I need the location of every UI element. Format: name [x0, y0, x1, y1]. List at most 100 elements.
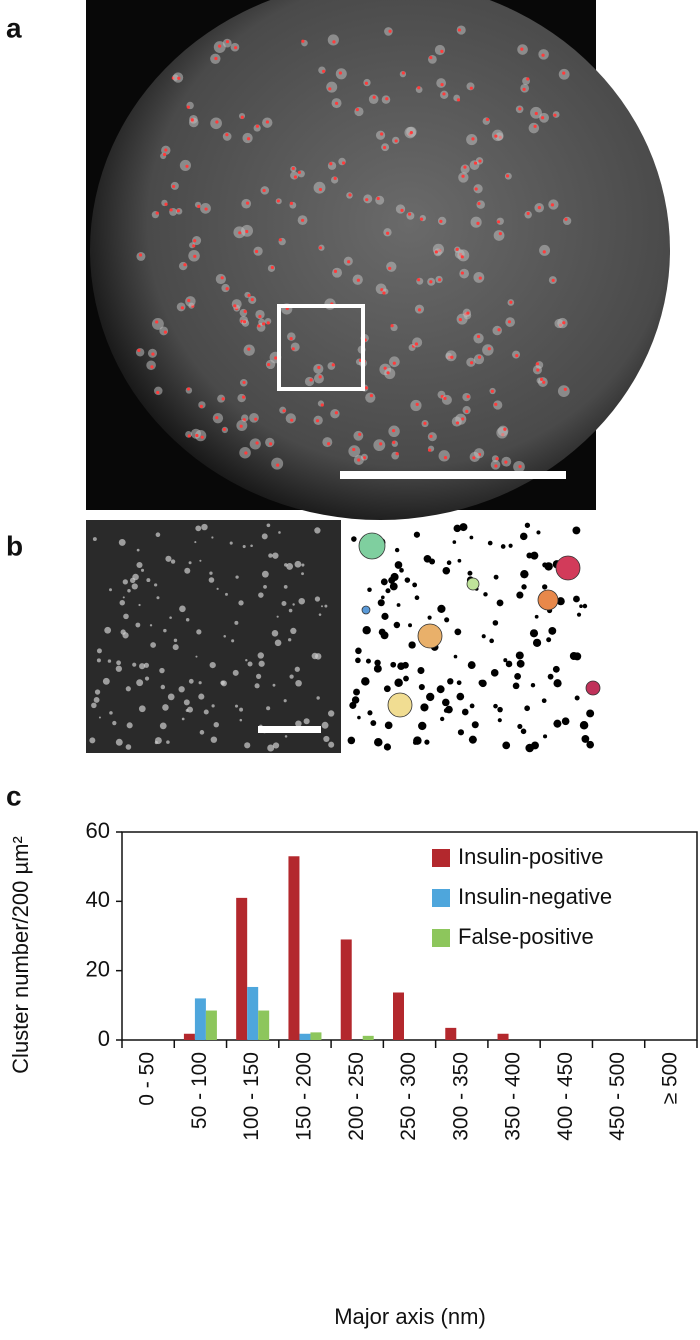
speck	[263, 584, 267, 589]
signal	[266, 321, 270, 325]
signal	[176, 209, 180, 213]
signal	[535, 362, 540, 366]
granule	[473, 333, 484, 344]
granule	[384, 27, 393, 36]
granule	[434, 44, 446, 56]
signal	[537, 206, 541, 210]
blob	[489, 638, 494, 644]
speck	[211, 536, 214, 539]
speck	[314, 596, 321, 602]
speck	[150, 642, 156, 648]
granule	[492, 325, 502, 336]
signal	[456, 98, 461, 102]
speck	[289, 674, 294, 679]
speck	[294, 666, 300, 672]
blob	[367, 587, 372, 593]
speck	[266, 523, 271, 528]
speck	[258, 592, 264, 598]
signal	[470, 361, 474, 365]
signal	[214, 56, 218, 61]
blob	[453, 524, 461, 533]
speck	[119, 599, 125, 606]
granule	[462, 392, 471, 402]
signal	[477, 201, 481, 206]
signal	[199, 404, 203, 408]
speck	[267, 744, 275, 752]
blob	[417, 667, 425, 675]
signal	[429, 280, 433, 284]
speck	[139, 663, 146, 670]
speck	[196, 629, 202, 635]
signal	[494, 402, 498, 406]
signal	[409, 130, 413, 135]
blob	[469, 703, 475, 709]
speck	[203, 709, 209, 715]
legend-swatch	[432, 849, 450, 867]
speck	[178, 686, 185, 693]
speck	[198, 693, 205, 700]
signal	[278, 238, 282, 242]
speck	[298, 597, 305, 605]
bar	[497, 1033, 509, 1040]
granule	[384, 368, 396, 380]
blob	[487, 540, 493, 546]
speck	[324, 604, 328, 608]
blob	[389, 582, 398, 591]
granule	[482, 344, 494, 356]
legend-swatch	[432, 929, 450, 947]
cluster	[417, 623, 443, 649]
signal	[376, 196, 380, 201]
granule	[459, 268, 470, 279]
x-tick-label: 50 - 100	[188, 1052, 211, 1129]
signal	[476, 221, 480, 226]
signal	[347, 260, 351, 264]
signal	[334, 411, 339, 415]
signal	[541, 53, 545, 57]
signal	[164, 148, 168, 152]
speck	[146, 578, 151, 583]
speck	[286, 562, 294, 570]
blob	[426, 692, 435, 702]
granule	[290, 342, 300, 352]
signal	[385, 97, 389, 101]
signal	[276, 463, 280, 467]
signal	[455, 421, 460, 425]
blob	[515, 651, 524, 660]
speck	[272, 552, 279, 559]
speck	[130, 577, 136, 583]
signal	[331, 363, 335, 367]
speck	[144, 676, 150, 681]
signal	[318, 246, 322, 250]
granule	[135, 348, 145, 357]
cluster-map-b	[346, 520, 601, 753]
speck	[201, 523, 208, 531]
signal	[400, 208, 404, 212]
speck	[159, 667, 165, 674]
blob	[390, 661, 397, 668]
speck	[213, 722, 219, 728]
granule	[265, 437, 275, 448]
cluster	[387, 692, 413, 718]
signal	[407, 212, 412, 216]
speck	[132, 662, 137, 667]
granule	[178, 261, 188, 271]
plot-frame	[121, 831, 698, 1041]
speck	[220, 680, 225, 686]
blob	[586, 740, 595, 749]
signal	[358, 432, 362, 436]
blob	[446, 560, 452, 566]
signal	[269, 442, 273, 446]
speck	[272, 683, 276, 687]
signal	[222, 427, 226, 431]
signal	[137, 348, 141, 352]
signal	[239, 424, 243, 428]
signal	[460, 255, 464, 259]
signal	[242, 380, 246, 385]
signal	[372, 95, 376, 99]
signal	[379, 442, 383, 446]
speck	[122, 579, 128, 585]
speck	[138, 705, 146, 713]
blob	[408, 623, 413, 628]
blob	[536, 530, 541, 535]
